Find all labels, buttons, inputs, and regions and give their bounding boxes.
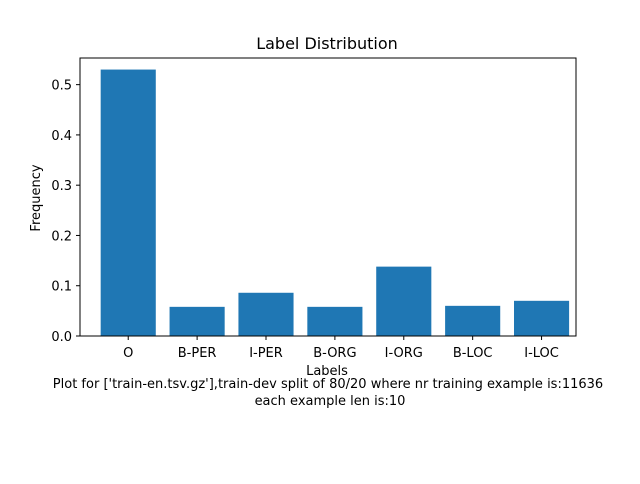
y-tick-label: 0.4 bbox=[51, 129, 72, 144]
x-tick-label: I-PER bbox=[249, 346, 283, 361]
bar-i-org bbox=[376, 266, 432, 336]
x-tick-label: B-LOC bbox=[453, 346, 493, 361]
x-tick-label: B-ORG bbox=[313, 346, 356, 361]
bar-b-per bbox=[169, 306, 225, 336]
x-tick-label: B-PER bbox=[178, 346, 217, 361]
caption-line-1: Plot for ['train-en.tsv.gz'],train-dev s… bbox=[53, 377, 603, 392]
y-axis-label: Frequency bbox=[29, 164, 44, 231]
y-axis: 0.0 0.1 0.2 0.3 0.4 0.5 bbox=[51, 79, 80, 345]
plot-frame bbox=[79, 57, 577, 337]
x-tick-label: O bbox=[123, 346, 133, 361]
x-tick-label: I-ORG bbox=[385, 346, 423, 361]
bar-b-loc bbox=[445, 305, 501, 336]
x-axis-label: Labels bbox=[306, 364, 348, 379]
bar-i-loc bbox=[514, 300, 570, 336]
caption-line-2: each example len is:10 bbox=[255, 394, 406, 409]
y-tick-label: 0.1 bbox=[51, 280, 72, 295]
chart-title: Label Distribution bbox=[256, 34, 398, 53]
bar-i-per bbox=[238, 292, 294, 336]
x-tick-label: I-LOC bbox=[524, 346, 559, 361]
bar-o bbox=[100, 69, 156, 336]
bar-b-org bbox=[307, 306, 363, 336]
y-tick-label: 0.2 bbox=[51, 229, 72, 244]
y-tick-label: 0.0 bbox=[51, 330, 72, 345]
bars-group bbox=[100, 69, 570, 336]
y-tick-label: 0.5 bbox=[51, 79, 72, 94]
x-axis: O B-PER I-PER B-ORG I-ORG B-LOC I-LOC bbox=[123, 336, 559, 361]
y-tick-label: 0.3 bbox=[51, 179, 72, 194]
